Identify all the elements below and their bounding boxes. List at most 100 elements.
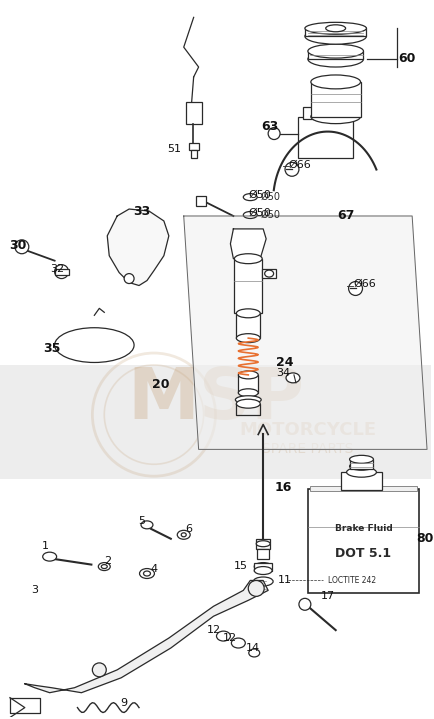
Ellipse shape [141,521,153,529]
Text: MSP: MSP [127,365,304,434]
Ellipse shape [238,389,258,397]
Bar [256,539,270,549]
Text: 80: 80 [416,532,434,545]
Ellipse shape [243,193,257,201]
Ellipse shape [305,28,366,44]
Text: 4: 4 [150,564,158,574]
Ellipse shape [254,567,272,574]
Ellipse shape [238,371,258,379]
Bar [305,28,366,36]
Ellipse shape [181,533,186,537]
Text: 12: 12 [207,625,220,635]
Text: 34: 34 [276,368,290,378]
Ellipse shape [235,395,261,403]
Bar [55,269,69,275]
Ellipse shape [243,211,257,219]
Circle shape [268,127,280,139]
Text: 1: 1 [42,541,49,551]
Ellipse shape [265,270,273,277]
Bar [308,51,364,59]
Polygon shape [25,580,268,692]
Ellipse shape [43,552,56,561]
Bar [189,144,199,150]
Ellipse shape [217,631,230,641]
Text: 30: 30 [9,239,26,252]
Ellipse shape [254,562,272,571]
Ellipse shape [101,564,107,569]
Text: 32: 32 [50,264,65,274]
Ellipse shape [349,462,373,470]
Text: Ø50: Ø50 [260,192,280,202]
Ellipse shape [237,334,260,343]
Text: 9: 9 [121,697,128,707]
Text: 2: 2 [104,556,111,566]
Circle shape [299,598,311,610]
Text: 35: 35 [43,342,60,354]
Circle shape [248,580,264,596]
Bar [303,106,348,119]
Circle shape [285,162,299,176]
Bar [254,562,272,571]
Bar [186,102,202,124]
Ellipse shape [140,569,155,579]
Bar [0,365,431,479]
Text: 33: 33 [133,204,151,218]
Text: Ø50: Ø50 [249,190,272,200]
Circle shape [124,274,134,283]
Text: 11: 11 [278,575,292,585]
Circle shape [92,663,106,677]
Bar [237,313,260,338]
Ellipse shape [237,399,260,408]
Bar [311,82,361,116]
Bar [238,375,258,393]
Text: 63: 63 [262,120,279,133]
Text: MOTORCYCLE: MOTORCYCLE [239,421,376,439]
Text: 20: 20 [152,378,170,391]
Text: LOCTITE 242: LOCTITE 242 [328,576,376,585]
Bar [234,259,262,313]
Text: Ø66: Ø66 [353,278,376,288]
Text: 3: 3 [31,585,38,595]
Bar [310,486,417,491]
Ellipse shape [99,562,110,571]
Text: 17: 17 [321,591,335,601]
Text: Ø66: Ø66 [289,160,311,170]
Ellipse shape [249,649,260,657]
Text: 15: 15 [233,561,247,571]
Ellipse shape [349,455,373,463]
Ellipse shape [144,571,151,576]
Text: 60: 60 [398,52,416,65]
Ellipse shape [286,373,300,383]
Text: 14: 14 [246,643,260,653]
Bar [308,489,419,593]
Bar [298,116,352,158]
Ellipse shape [305,22,366,35]
Text: Ø50: Ø50 [260,210,280,220]
Polygon shape [184,216,427,449]
Ellipse shape [253,577,273,586]
Ellipse shape [308,44,364,58]
Ellipse shape [231,638,245,648]
Text: 12: 12 [222,633,237,643]
Text: Ø50: Ø50 [249,208,272,218]
Bar [191,150,197,158]
Text: 16: 16 [274,480,292,494]
Circle shape [15,240,29,254]
Ellipse shape [308,51,364,67]
Ellipse shape [256,541,270,546]
Polygon shape [107,209,169,285]
Bar [257,549,269,559]
Text: 24: 24 [276,357,294,370]
Text: DOT 5.1: DOT 5.1 [335,547,391,560]
Circle shape [349,282,362,296]
Ellipse shape [311,75,361,89]
Circle shape [55,265,69,278]
Text: 5: 5 [138,516,145,526]
Text: SPARE PARTS: SPARE PARTS [262,442,354,457]
Bar [196,196,206,206]
Bar [262,269,276,278]
Ellipse shape [311,110,361,124]
Text: 6: 6 [185,524,192,533]
Ellipse shape [326,25,345,32]
Bar [349,459,373,470]
